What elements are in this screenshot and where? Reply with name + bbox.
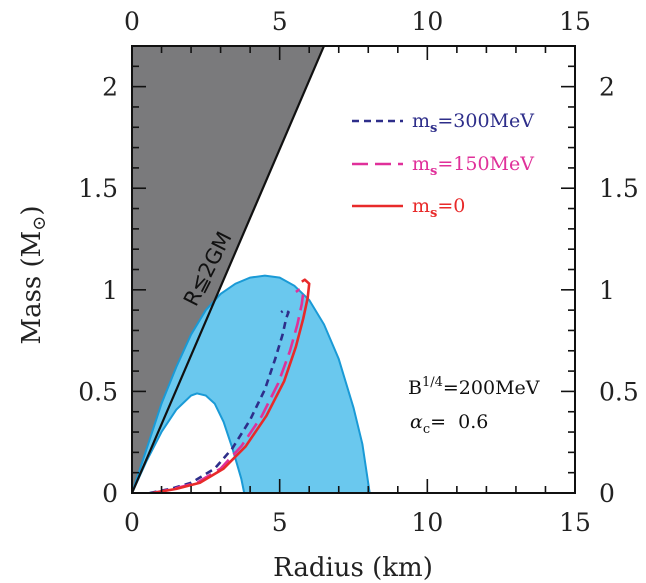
x-tick-label-top: 15 xyxy=(559,7,591,36)
x-tick-label-bottom: 5 xyxy=(272,508,288,537)
y-tick-label-left: 1.5 xyxy=(78,174,118,203)
plot-area xyxy=(132,46,371,493)
bag-constant-base: B xyxy=(408,377,422,399)
y-tick-label-left: 0 xyxy=(102,479,118,508)
y-tick-label-left: 0.5 xyxy=(78,377,118,406)
series-line-0 xyxy=(149,308,290,493)
annotation-bag-constant: B1/4=200MeV xyxy=(408,375,540,399)
y-axis-title-close: ) xyxy=(17,205,47,215)
alpha-value: = 0.6 xyxy=(430,411,488,433)
annotation-alpha-c: αc= 0.6 xyxy=(410,411,488,437)
legend-label-1: ms=150MeV xyxy=(412,153,534,179)
legend-label-0: ms=300MeV xyxy=(412,110,534,136)
tick-marks xyxy=(131,45,576,494)
bag-constant-exponent: 1/4 xyxy=(422,375,443,390)
bag-constant-value: =200MeV xyxy=(443,377,540,399)
x-tick-label-bottom: 15 xyxy=(559,508,591,537)
y-tick-label-left: 2 xyxy=(102,73,118,102)
x-tick-label-top: 0 xyxy=(124,7,140,36)
x-tick-label-top: 5 xyxy=(272,7,288,36)
series-group xyxy=(149,278,311,493)
svg-text:αc= 0.6: αc= 0.6 xyxy=(410,411,488,437)
sun-symbol: ⊙ xyxy=(29,216,50,231)
forbidden-boundary-line xyxy=(132,46,325,493)
y-tick-label-right: 1 xyxy=(599,276,615,305)
x-tick-label-bottom: 0 xyxy=(124,508,140,537)
svg-text:B1/4=200MeV: B1/4=200MeV xyxy=(408,375,540,399)
y-axis-title-text: Mass (M xyxy=(17,231,47,345)
y-axis-title: Mass (M⊙) xyxy=(17,205,50,344)
y-tick-label-right: 1.5 xyxy=(599,174,639,203)
series-line-2 xyxy=(152,278,311,493)
x-tick-label-bottom: 10 xyxy=(411,508,443,537)
y-tick-label-right: 0.5 xyxy=(599,377,639,406)
y-tick-label-left: 1 xyxy=(102,276,118,305)
allowed-band xyxy=(132,275,370,493)
y-tick-label-right: 2 xyxy=(599,73,615,102)
alpha-subscript: c xyxy=(423,422,430,437)
legend: ms=300MeV ms=150MeV ms=0 xyxy=(352,110,534,221)
y-tick-label-right: 0 xyxy=(599,479,615,508)
x-tick-label-top: 10 xyxy=(411,7,443,36)
alpha-symbol: α xyxy=(410,411,423,433)
legend-label-2: ms=0 xyxy=(412,195,465,221)
x-axis-title: Radius (km) xyxy=(273,553,433,583)
series-line-1 xyxy=(152,288,305,493)
band-outer-edge xyxy=(132,274,371,493)
